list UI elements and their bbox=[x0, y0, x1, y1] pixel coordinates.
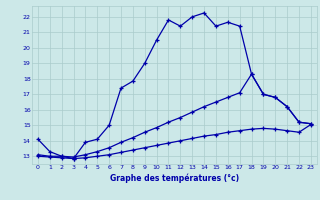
X-axis label: Graphe des températures (°c): Graphe des températures (°c) bbox=[110, 173, 239, 183]
